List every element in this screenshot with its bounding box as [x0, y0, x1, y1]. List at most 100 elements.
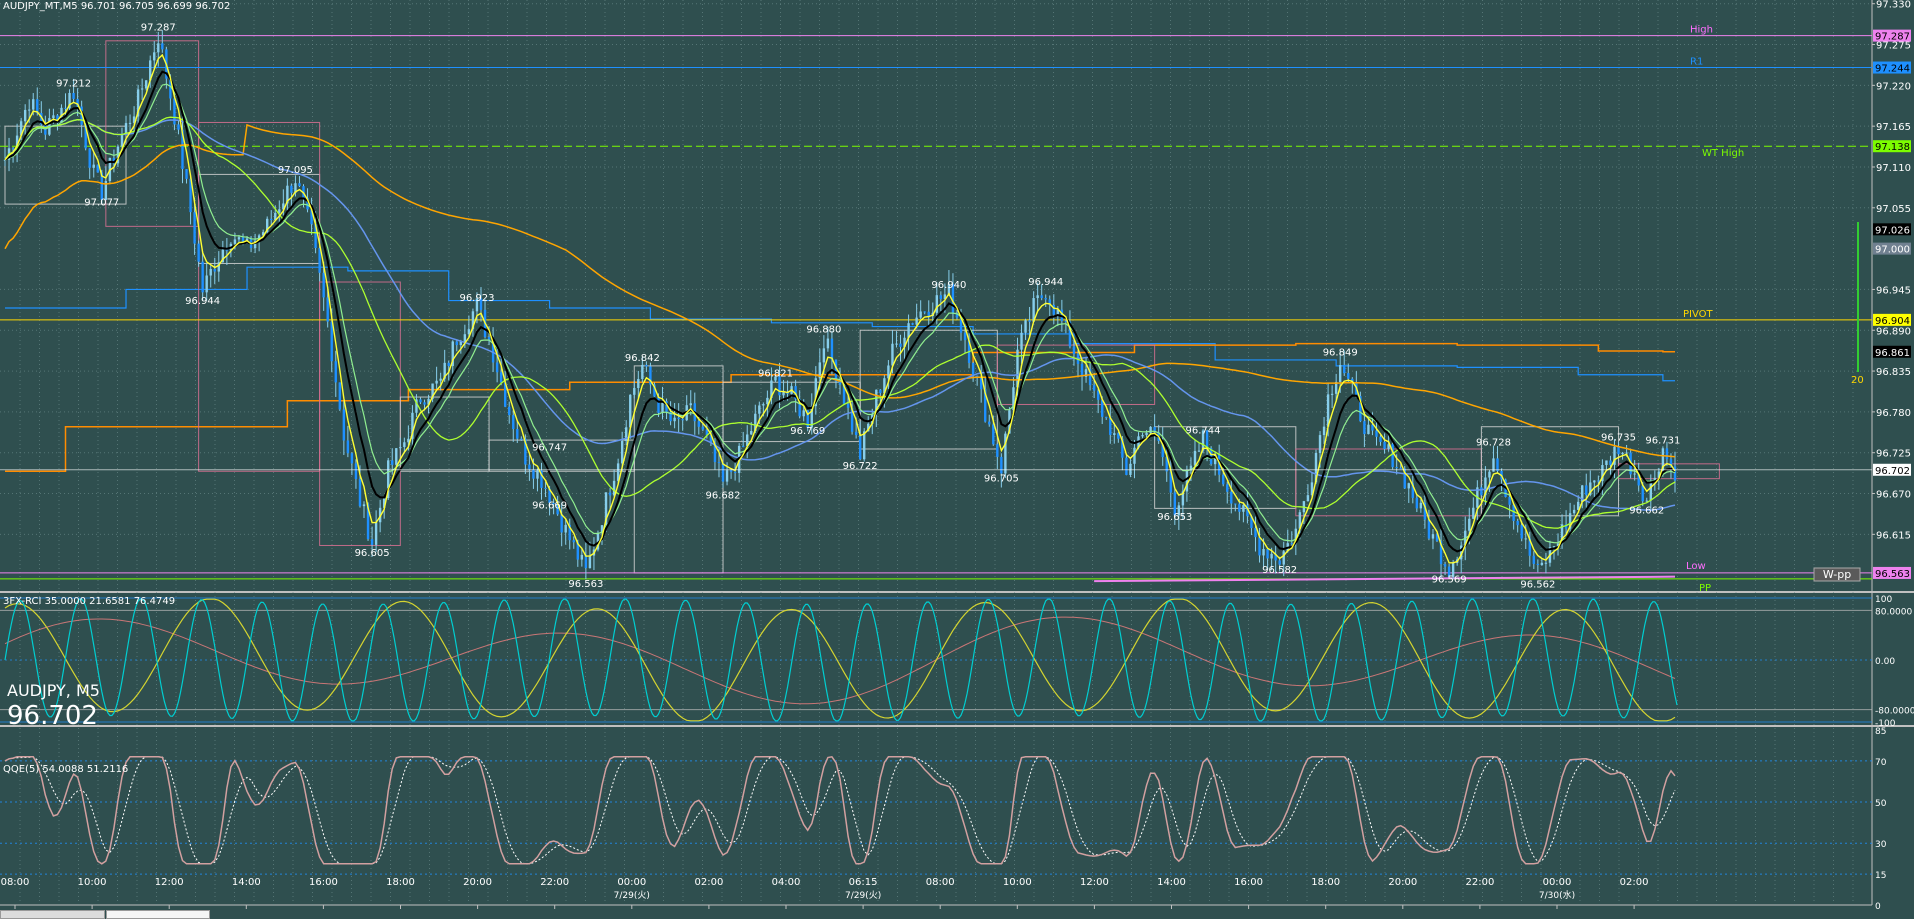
- candle-body: [564, 524, 567, 533]
- candle-body: [1109, 417, 1112, 435]
- candle-body: [64, 107, 67, 109]
- candle-body: [1564, 524, 1568, 529]
- symbol-label: AUDJPY, M5: [7, 681, 100, 700]
- chart-tab-1[interactable]: [0, 910, 105, 919]
- time-axis-tick: 00:00: [1543, 877, 1572, 888]
- candle-body: [588, 555, 592, 569]
- chart-header: AUDJPY_MT,M5 96.701 96.705 96.699 96.702: [3, 1, 231, 12]
- range-box: [399, 396, 490, 472]
- candle-body: [1000, 456, 1003, 474]
- candle-body: [1149, 426, 1152, 433]
- candle-body: [52, 115, 55, 119]
- candle-body: [1294, 528, 1298, 545]
- candle-body: [1084, 369, 1088, 377]
- candle-body: [1330, 393, 1334, 395]
- candle-body: [657, 396, 660, 413]
- candle-body: [516, 429, 519, 439]
- candle-body: [620, 440, 624, 464]
- price-tag-bg: [1873, 223, 1911, 236]
- candle-body: [76, 98, 79, 107]
- price-label: 96.569: [1432, 574, 1467, 585]
- candle-body: [536, 470, 539, 479]
- candle-body: [358, 478, 362, 507]
- time-axis-tick: 06:15: [849, 877, 878, 888]
- candle-body: [112, 157, 116, 164]
- candle-body: [1379, 436, 1382, 442]
- candle-body: [1407, 483, 1410, 489]
- candle-body: [669, 411, 672, 422]
- candle-body: [330, 321, 333, 362]
- candle-body: [854, 431, 858, 436]
- price-label: 96.842: [625, 353, 660, 364]
- candle-body: [1270, 553, 1273, 559]
- candle-body: [334, 361, 337, 383]
- candle-body: [169, 78, 172, 99]
- time-axis-tick: 22:00: [540, 877, 569, 888]
- candle-body: [1020, 332, 1023, 350]
- candle-body: [265, 218, 269, 233]
- candle-body: [387, 460, 390, 499]
- candle-body: [955, 313, 959, 318]
- candle-body: [863, 431, 866, 460]
- candle-body: [1238, 504, 1241, 512]
- candle-body: [290, 185, 293, 193]
- candle-body: [124, 123, 128, 135]
- candle-body: [1133, 447, 1136, 464]
- candle-body: [68, 92, 71, 109]
- ma-line-orange: [4, 123, 1676, 458]
- candle-body: [1032, 298, 1035, 322]
- candle-body: [1597, 480, 1600, 482]
- current-price: 96.702: [7, 701, 98, 731]
- candle-body: [322, 272, 325, 298]
- qqe-axis-label: 50: [1875, 799, 1887, 809]
- candle-body: [1411, 483, 1415, 498]
- candle-body: [996, 444, 999, 457]
- candle-body: [1125, 457, 1128, 475]
- candle-body: [1036, 295, 1039, 299]
- candle-body: [1088, 369, 1092, 386]
- candle-body: [858, 435, 862, 460]
- candle-body: [1266, 548, 1269, 559]
- time-axis-tick: 10:00: [1003, 877, 1032, 888]
- candle-body: [1532, 555, 1536, 564]
- level-label: WT High: [1702, 148, 1744, 159]
- price-label: 96.944: [1028, 277, 1063, 288]
- candle-body: [899, 343, 902, 347]
- candle-body: [415, 399, 418, 413]
- candle-body: [689, 403, 692, 406]
- candle-body: [419, 399, 422, 403]
- price-label: 96.744: [1186, 426, 1221, 437]
- price-tag: 96.904: [1875, 316, 1910, 327]
- price-axis-tick: 97.275: [1876, 41, 1911, 52]
- candle-body: [1657, 471, 1661, 478]
- candle-body: [697, 421, 701, 427]
- price-tag-bg: [1873, 140, 1911, 153]
- price-axis-tick: 97.110: [1876, 163, 1911, 174]
- candle-body: [451, 341, 454, 366]
- candle-body: [1451, 562, 1455, 577]
- candle-body: [1016, 349, 1019, 388]
- candle-body: [1528, 538, 1531, 556]
- candle-body: [717, 462, 721, 464]
- candle-body: [217, 262, 220, 272]
- candle-body: [512, 415, 515, 430]
- candle-body: [1153, 426, 1156, 433]
- candle-body: [1423, 502, 1427, 520]
- candle-body: [867, 423, 870, 432]
- time-axis-tick: 04:00: [772, 877, 801, 888]
- ma-line-blue: [4, 118, 1676, 511]
- candle-body: [1282, 551, 1285, 565]
- candle-body: [778, 376, 781, 396]
- chart-tab-2[interactable]: [106, 910, 210, 919]
- level-label: Low: [1686, 561, 1706, 572]
- price-label: 97.287: [141, 23, 176, 34]
- candle-body: [144, 80, 148, 89]
- price-label: 96.747: [532, 442, 567, 453]
- candle-body: [532, 469, 535, 479]
- candle-body: [1665, 448, 1669, 460]
- candle-body: [951, 284, 955, 314]
- candle-body: [1161, 440, 1164, 458]
- candle-body: [1080, 363, 1084, 377]
- candle-body: [1576, 501, 1580, 510]
